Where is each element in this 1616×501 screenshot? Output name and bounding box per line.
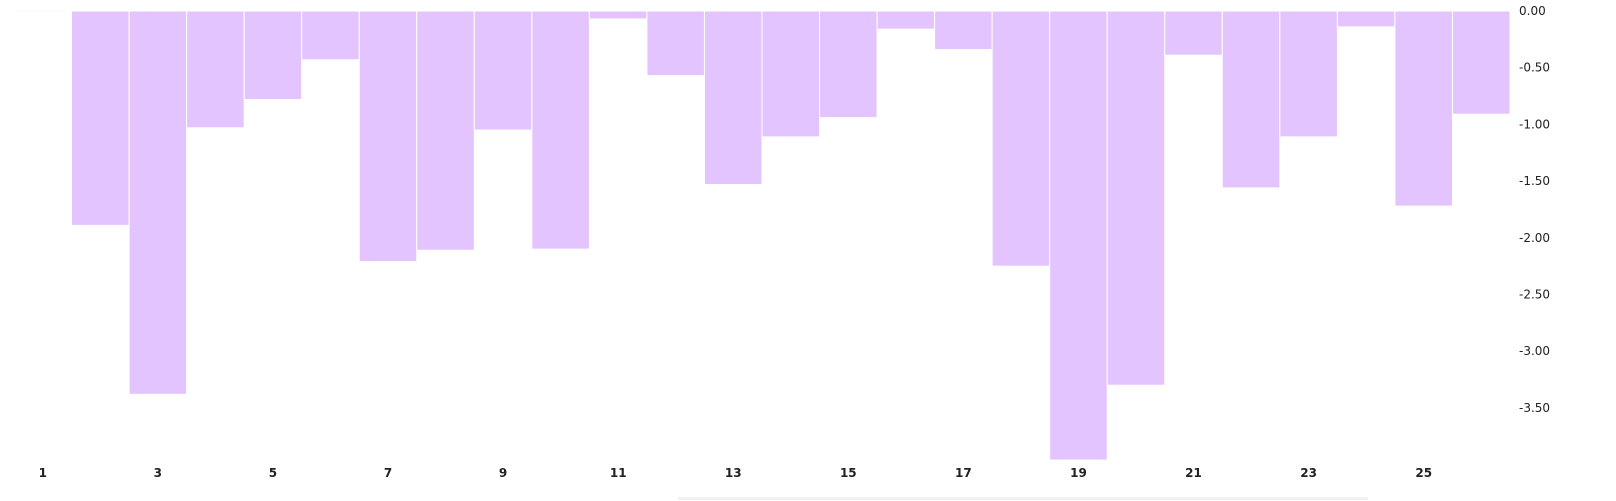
bar-14[interactable] [761, 10, 821, 138]
bar-4[interactable] [186, 10, 245, 129]
bar-16[interactable] [876, 10, 936, 30]
bar-12[interactable] [646, 10, 705, 77]
y-tick-label: -1.00 [1519, 117, 1550, 131]
bar-20[interactable] [1106, 10, 1166, 386]
bar-23[interactable] [1279, 10, 1338, 138]
x-tick-label: 13 [725, 466, 742, 480]
horizontal-scroll-track[interactable] [678, 497, 1368, 500]
bar-10[interactable] [531, 10, 590, 250]
y-tick-label: -3.50 [1519, 401, 1550, 415]
bar-24[interactable] [1336, 10, 1396, 28]
bar-6[interactable] [301, 10, 360, 61]
bar-8[interactable] [416, 10, 475, 251]
x-tick-label: 19 [1070, 466, 1087, 480]
y-tick-label: -0.50 [1519, 61, 1550, 75]
y-tick-label: 0.00 [1519, 4, 1546, 18]
bar-11[interactable] [588, 10, 648, 20]
x-tick-label: 17 [955, 466, 972, 480]
bar-22[interactable] [1221, 10, 1281, 189]
x-tick-label: 23 [1300, 466, 1317, 480]
x-tick-label: 9 [499, 466, 507, 480]
bar-21[interactable] [1164, 10, 1223, 56]
bar-series [13, 10, 1511, 461]
bar-7[interactable] [358, 10, 418, 263]
bar-2[interactable] [71, 10, 130, 226]
y-axis: 0.00 -0.50 -1.00 -1.50 -2.00 -2.50 -3.00 -3.50 [1519, 4, 1550, 415]
bar-9[interactable] [473, 10, 533, 131]
x-tick-label: 7 [384, 466, 392, 480]
x-tick-label: 25 [1415, 466, 1432, 480]
bar-5[interactable] [243, 10, 303, 100]
x-tick-label: 15 [840, 466, 857, 480]
x-axis: 1 3 5 7 9 11 13 15 17 19 21 23 25 [39, 466, 1432, 480]
bar-17[interactable] [934, 10, 993, 51]
bar-25[interactable] [1394, 10, 1453, 207]
bar-18[interactable] [991, 10, 1051, 267]
x-tick-label: 1 [39, 466, 47, 480]
y-tick-label: -2.50 [1519, 288, 1550, 302]
bar-15[interactable] [819, 10, 878, 119]
y-tick-label: -1.50 [1519, 174, 1550, 188]
x-tick-label: 21 [1185, 466, 1202, 480]
bar-3[interactable] [128, 10, 188, 395]
y-tick-label: -2.00 [1519, 231, 1550, 245]
bar-19[interactable] [1049, 10, 1108, 461]
bar-1[interactable] [13, 10, 73, 13]
x-tick-label: 11 [610, 466, 627, 480]
x-tick-label: 3 [154, 466, 162, 480]
y-tick-label: -3.00 [1519, 344, 1550, 358]
x-tick-label: 5 [269, 466, 277, 480]
bar-13[interactable] [703, 10, 763, 185]
bar-26[interactable] [1451, 10, 1511, 115]
